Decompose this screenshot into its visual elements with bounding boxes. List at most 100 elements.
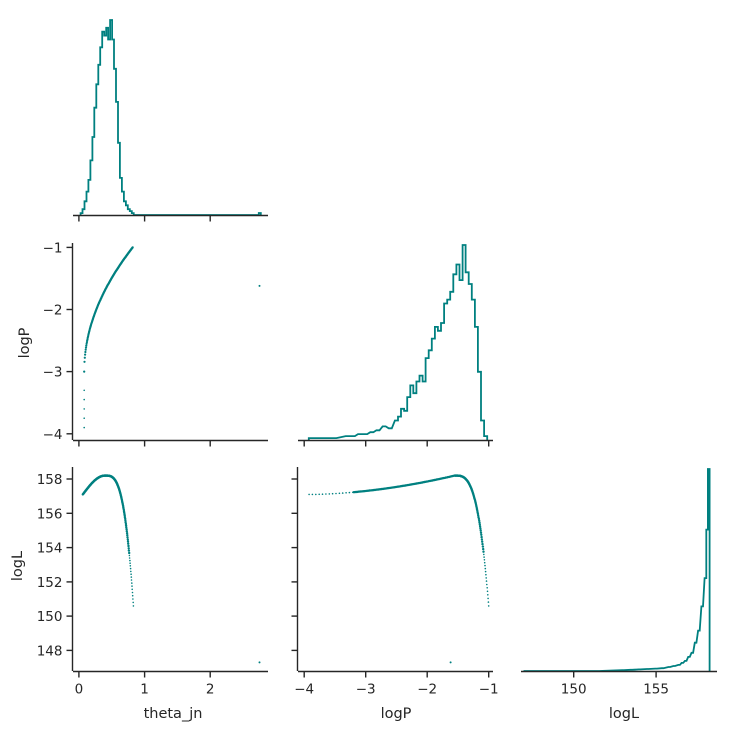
scatter-point bbox=[126, 540, 130, 543]
scatter-point bbox=[338, 492, 341, 495]
y-tick-label: 152 bbox=[37, 575, 63, 591]
scatter-point bbox=[311, 493, 314, 496]
scatter-point bbox=[83, 398, 85, 401]
scatter-point bbox=[85, 344, 88, 347]
scatter-point bbox=[485, 577, 488, 579]
scatter-point bbox=[83, 389, 85, 392]
y-tick-label: −4 bbox=[43, 427, 63, 443]
scatter-point bbox=[127, 549, 131, 552]
hist-logl-curve bbox=[523, 468, 711, 672]
scatter-point bbox=[484, 570, 487, 573]
scatter-point bbox=[486, 587, 489, 589]
scatter-point bbox=[485, 580, 488, 582]
scatter-point bbox=[84, 353, 87, 356]
x-tick-label: 2 bbox=[206, 682, 215, 698]
panel-hist-theta-jn bbox=[73, 19, 268, 217]
scatter-point bbox=[132, 605, 135, 607]
scatter-point bbox=[83, 360, 86, 363]
x-tick-label: 150 bbox=[561, 682, 587, 698]
scatter-point bbox=[477, 517, 481, 521]
scatter-point bbox=[481, 545, 485, 548]
x-axis-label-logl: logL bbox=[609, 706, 639, 722]
panel-scatter-logp-logl bbox=[296, 467, 493, 673]
scatter-point bbox=[128, 551, 131, 555]
scatter-point bbox=[485, 573, 487, 576]
scatter-point bbox=[479, 527, 482, 530]
y-axis-label-logp: logP bbox=[17, 327, 33, 358]
scatter-point bbox=[483, 553, 485, 556]
scatter-point bbox=[129, 562, 131, 564]
scatter-point bbox=[487, 594, 489, 596]
y-tick-label: 158 bbox=[37, 472, 63, 488]
scatter-point bbox=[483, 556, 485, 558]
scatter-point bbox=[481, 542, 484, 546]
scatter-theta-logp-points bbox=[83, 246, 261, 429]
scatter-point bbox=[125, 526, 128, 529]
hist-theta-jn-curve bbox=[79, 19, 262, 216]
scatter-point bbox=[127, 542, 130, 545]
scatter-point bbox=[83, 356, 86, 359]
scatter-point bbox=[129, 567, 132, 570]
scatter-point bbox=[480, 533, 483, 536]
scatter-point bbox=[486, 590, 489, 593]
scatter-point bbox=[83, 408, 85, 410]
scatter-point bbox=[335, 492, 337, 495]
scatter-point bbox=[487, 597, 489, 600]
scatter-point bbox=[484, 567, 487, 570]
y-tick-label: −3 bbox=[43, 365, 63, 381]
scatter-point bbox=[125, 530, 128, 533]
scatter-point bbox=[129, 565, 132, 567]
scatter-point bbox=[130, 570, 132, 573]
x-tick-label: 155 bbox=[643, 682, 669, 698]
x-tick-label: 0 bbox=[75, 682, 84, 698]
scatter-logp-logl-points bbox=[308, 474, 490, 664]
panel-hist-logl bbox=[521, 468, 717, 673]
scatter-point bbox=[345, 492, 347, 494]
scatter-point bbox=[132, 598, 134, 600]
scatter-point bbox=[130, 573, 132, 575]
scatter-point bbox=[131, 582, 133, 584]
scatter-point bbox=[124, 520, 127, 524]
scatter-point bbox=[479, 531, 483, 534]
scatter-point bbox=[131, 588, 133, 591]
scatter-point bbox=[483, 559, 486, 561]
scatter-point bbox=[321, 493, 324, 496]
scatter-point bbox=[308, 493, 310, 496]
x-tick-label: −3 bbox=[356, 682, 376, 698]
scatter-point bbox=[482, 547, 485, 551]
scatter-point bbox=[478, 521, 481, 524]
scatter-point bbox=[126, 538, 129, 541]
y-tick-label: 156 bbox=[37, 506, 63, 522]
scatter-point bbox=[481, 540, 484, 543]
scatter-point bbox=[325, 493, 327, 495]
scatter-point bbox=[348, 491, 351, 494]
x-axis-label-logp: logP bbox=[381, 706, 412, 722]
x-tick-label: −2 bbox=[417, 682, 437, 698]
y-tick-label: 154 bbox=[37, 541, 63, 557]
scatter-outlier bbox=[449, 661, 452, 664]
x-tick-label: −4 bbox=[294, 682, 314, 698]
panel-hist-logp bbox=[298, 244, 493, 442]
scatter-point bbox=[131, 246, 134, 249]
scatter-point bbox=[482, 550, 485, 553]
scatter-point bbox=[484, 564, 486, 567]
scatter-point bbox=[84, 350, 87, 354]
scatter-point bbox=[126, 534, 129, 537]
scatter-point bbox=[483, 561, 486, 564]
scatter-point bbox=[480, 538, 484, 541]
scatter-point bbox=[328, 493, 331, 495]
scatter-point bbox=[478, 519, 481, 522]
scatter-point bbox=[128, 554, 131, 557]
scatter-point bbox=[341, 492, 344, 494]
scatter-outlier bbox=[258, 284, 261, 287]
scatter-point bbox=[83, 370, 86, 373]
scatter-point bbox=[128, 557, 131, 559]
scatter-point bbox=[84, 348, 87, 351]
scatter-point bbox=[478, 523, 481, 526]
y-tick-label: 148 bbox=[37, 643, 63, 659]
scatter-point bbox=[129, 559, 131, 562]
scatter-point bbox=[331, 492, 334, 495]
scatter-point bbox=[127, 544, 130, 548]
scatter-point bbox=[124, 524, 128, 527]
